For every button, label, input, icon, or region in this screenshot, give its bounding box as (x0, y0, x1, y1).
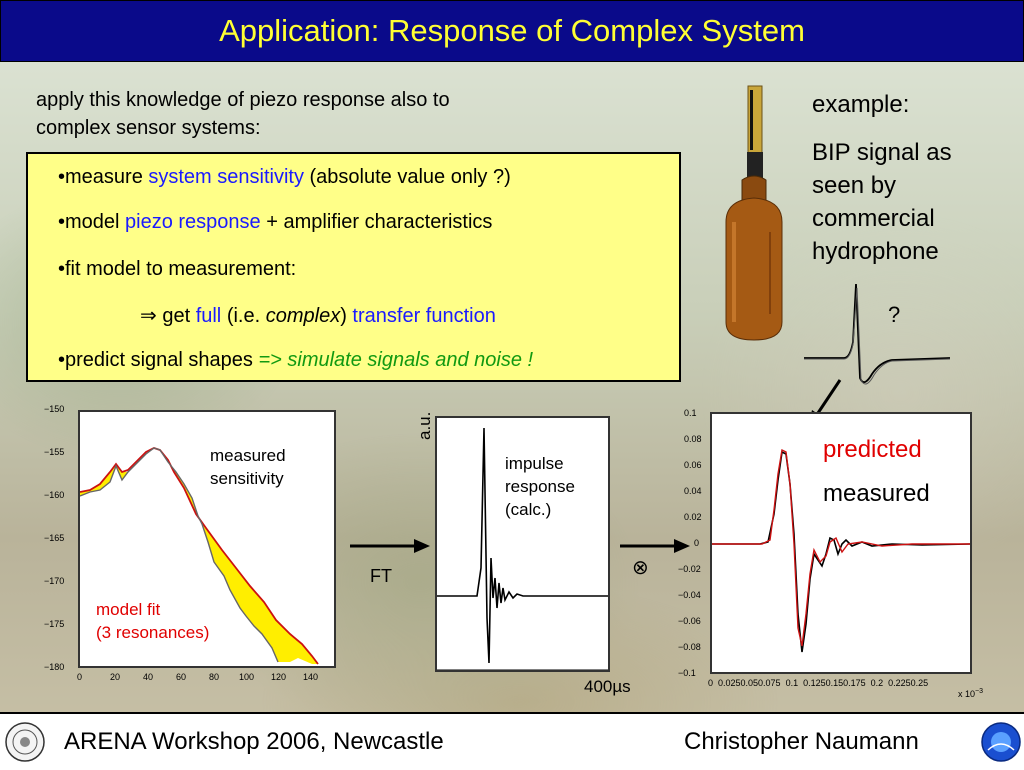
example-line: seen by (812, 172, 897, 199)
footer: ARENA Workshop 2006, Newcastle Christoph… (0, 712, 1024, 770)
footer-event: ARENA Workshop 2006, Newcastle (64, 728, 444, 755)
highlight-text: piezo response (125, 211, 261, 233)
time-scale-label: 400µs (584, 677, 631, 696)
ft-arrow-icon (350, 539, 430, 553)
implies-arrow-icon: ⇒ (140, 305, 157, 327)
text: (absolute value only ?) (303, 166, 511, 188)
bullet-predict: •predict signal shapes => simulate signa… (58, 349, 533, 372)
x-tick-label: 100 (239, 672, 255, 682)
y-tick-label: −160 (44, 490, 65, 500)
convolution-symbol: ⊗ (632, 557, 649, 579)
x-tick-label: 80 (209, 672, 220, 682)
highlight-text: transfer function (352, 305, 496, 327)
label-line: response (505, 477, 575, 496)
y-tick-label: −170 (44, 576, 65, 586)
example-label: example: (812, 91, 910, 118)
example-line: commercial (812, 205, 935, 232)
bullet-transfer-function: ⇒ get full (i.e. complex) transfer funct… (140, 303, 496, 328)
impulse-response-chart (435, 416, 610, 672)
ft-label: FT (370, 566, 392, 586)
y-tick-label: 0.06 (684, 460, 702, 470)
impulse-response-label: impulse response (calc.) (505, 452, 575, 521)
signal-curves (712, 448, 971, 653)
intro-line-1: apply this knowledge of piezo response a… (36, 89, 450, 111)
highlight-text: => simulate signals and noise ! (258, 349, 534, 371)
y-tick-label: −150 (44, 404, 65, 414)
bullet-fit: •fit model to measurement: (58, 258, 297, 280)
bullet-measure: •measure system sensitivity (absolute va… (58, 166, 511, 189)
question-mark: ? (888, 302, 901, 327)
label-line: (calc.) (505, 500, 552, 519)
y-tick-label: −0.02 (678, 564, 701, 574)
exponent-label: x 10−3 (958, 688, 983, 699)
example-line: hydrophone (812, 238, 939, 265)
x-tick-labels: 0 0.0250.050.075 0.1 0.1250.150.175 0.2 … (708, 678, 929, 688)
measured-sensitivity-label: measured sensitivity (210, 444, 286, 490)
convolution-arrow-icon (620, 539, 690, 553)
y-tick-label: 0.08 (684, 434, 702, 444)
intro-text: apply this knowledge of piezo response a… (36, 86, 596, 142)
bullet-model: •model piezo response + amplifier charac… (58, 211, 492, 234)
x-tick-label: 0 (77, 672, 83, 682)
label-line: measured (210, 446, 286, 465)
sensitivity-plot-area (78, 410, 336, 668)
example-line: BIP signal as (812, 139, 952, 166)
text: −3 (975, 688, 983, 695)
text: •predict signal shapes (58, 349, 259, 371)
y-tick-label: 0.04 (684, 486, 702, 496)
label-line: sensitivity (210, 469, 284, 488)
signal-comparison-chart: 0.1 0.08 0.06 0.04 0.02 0 −0.02 −0.04 −0… (672, 404, 1024, 704)
text: get (156, 305, 196, 327)
y-tick-label: 0.1 (684, 408, 697, 418)
highlight-text: system sensitivity (148, 166, 304, 188)
highlight-text: full (195, 305, 222, 327)
bip-signal-sketch (804, 283, 951, 385)
antares-logo-icon (981, 722, 1021, 762)
model-fit-label: model fit (3 resonances) (96, 598, 209, 644)
x-tick-label: 20 (110, 672, 121, 682)
y-tick-label: −0.08 (678, 642, 701, 652)
y-tick-label: −0.06 (678, 616, 701, 626)
measured-label: measured (823, 480, 930, 507)
text: (i.e. (221, 305, 266, 327)
bullet-box: •measure system sensitivity (absolute va… (26, 152, 681, 382)
sensitivity-curves (79, 447, 319, 665)
signal-plot-area (710, 412, 972, 674)
y-tick-label: −0.1 (678, 668, 696, 678)
y-tick-label: 0 (694, 538, 700, 548)
x-tick-label: 120 (271, 672, 287, 682)
label-line: (3 resonances) (96, 623, 210, 642)
x-tick-label: 140 (303, 672, 319, 682)
y-tick-label: −165 (44, 533, 65, 543)
university-seal-icon (5, 722, 45, 762)
amplitude-axis-label: a.u. (415, 411, 434, 440)
x-tick-label: 40 (143, 672, 154, 682)
hydrophone-image (725, 85, 783, 341)
text: x 10 (958, 689, 976, 699)
text: •measure (58, 166, 149, 188)
y-tick-label: 0.02 (684, 512, 702, 522)
x-tick-label: 60 (176, 672, 187, 682)
text: + amplifier characteristics (260, 211, 493, 233)
title-bar: Application: Response of Complex System (0, 0, 1024, 62)
y-tick-label: −180 (44, 662, 65, 672)
slide-title: Application: Response of Complex System (219, 13, 805, 48)
predicted-label: predicted (823, 436, 922, 463)
y-tick-label: −155 (44, 447, 65, 457)
sensitivity-chart: −150 −155 −160 −165 −170 −175 −180 0 20 … (30, 400, 340, 690)
intro-line-2: complex sensor systems: (36, 117, 261, 139)
label-line: model fit (96, 600, 161, 619)
footer-author: Christopher Naumann (684, 728, 919, 755)
text: complex (265, 305, 341, 327)
example-description: BIP signal as seen by commercial hydroph… (812, 136, 1002, 268)
y-tick-label: −175 (44, 619, 65, 629)
y-tick-label: −0.04 (678, 590, 701, 600)
label-line: impulse (505, 454, 564, 473)
text: •model (58, 211, 126, 233)
text: ) (340, 305, 353, 327)
